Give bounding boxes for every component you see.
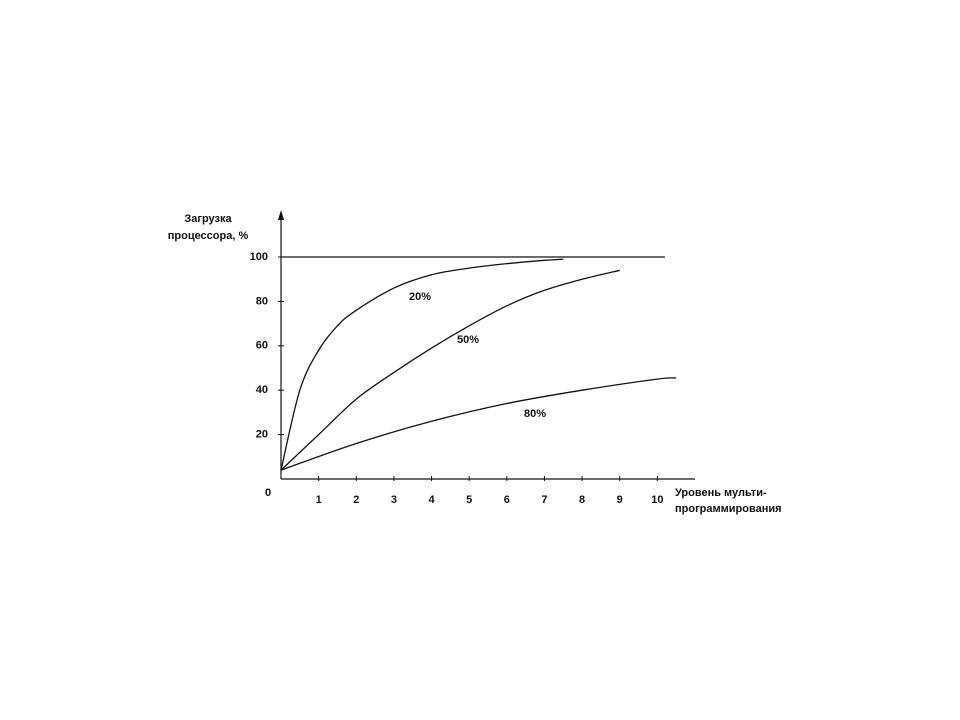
curve-label: 20% xyxy=(409,291,431,303)
y-tick-label: 80 xyxy=(256,295,268,307)
x-tick-label: 2 xyxy=(353,494,359,506)
x-axis-label: Уровень мульти- xyxy=(675,487,767,499)
x-tick-label: 4 xyxy=(428,494,435,506)
curve xyxy=(280,377,677,471)
y-axis-label: процессора, % xyxy=(168,230,249,242)
y-tick-label: 40 xyxy=(256,384,268,396)
y-tick-label: 100 xyxy=(250,251,268,263)
x-tick-label: 8 xyxy=(579,494,585,506)
y-tick-label: 20 xyxy=(256,429,268,441)
curve-label: 50% xyxy=(457,334,479,346)
x-tick-label: 3 xyxy=(391,494,397,506)
x-tick-label: 1 xyxy=(316,494,322,506)
x-tick-label: 5 xyxy=(466,494,472,506)
curve xyxy=(280,269,620,471)
x-tick-label: 7 xyxy=(541,494,547,506)
x-tick-label: 0 xyxy=(265,487,271,499)
curve xyxy=(280,258,564,471)
curve-label: 80% xyxy=(524,408,546,420)
y-axis-arrow xyxy=(278,210,284,220)
x-tick-label: 6 xyxy=(504,494,510,506)
x-tick-label: 10 xyxy=(651,494,663,506)
y-axis-label: Загрузка xyxy=(184,213,232,225)
x-tick-label: 9 xyxy=(617,494,623,506)
y-tick-label: 60 xyxy=(256,340,268,352)
x-axis-label: программирования xyxy=(675,503,782,515)
